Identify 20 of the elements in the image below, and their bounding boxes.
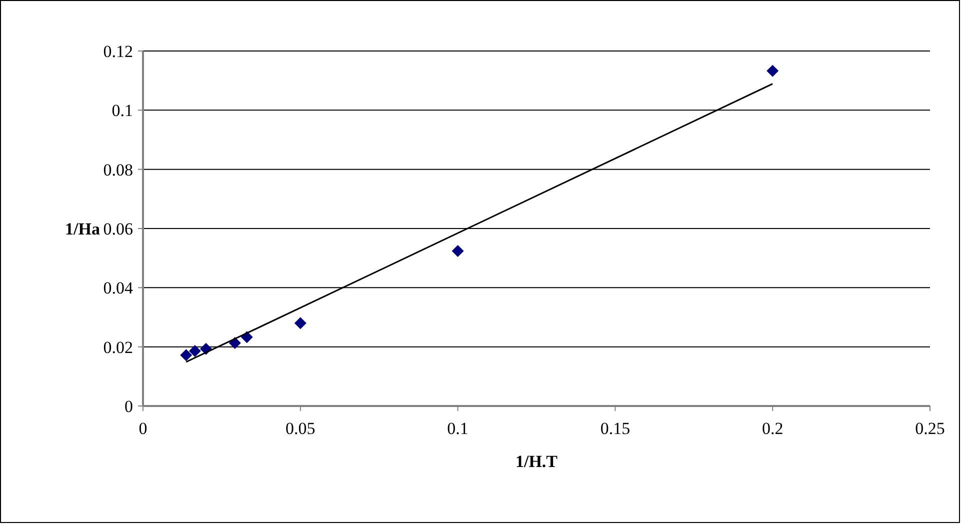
point: [188, 344, 201, 357]
x-tick-label: 0.05: [286, 419, 316, 438]
point: [180, 349, 192, 362]
point: [294, 317, 306, 330]
x-tick-label: 0: [138, 419, 148, 438]
x-tick-label: 0.2: [762, 419, 784, 438]
point: [766, 64, 779, 77]
point: [452, 244, 464, 257]
y-tick-label: 0.06: [103, 219, 133, 238]
y-axis-title: 1/Ha: [65, 219, 100, 238]
x-tick-label: 0.15: [600, 419, 630, 438]
x-tick-label: 0.25: [915, 419, 945, 438]
y-tick-label: 0.1: [112, 101, 133, 120]
x-axis-title: 1/H.T: [515, 452, 558, 471]
x-tick-label: 0.1: [447, 419, 468, 438]
y-tick-label: 0.02: [103, 338, 133, 357]
y-tick-label: 0.04: [103, 278, 134, 298]
y-tick-label: 0: [124, 396, 133, 416]
y-tick-label: 0.08: [103, 160, 133, 180]
y-tick-label: 0.12: [103, 42, 133, 61]
